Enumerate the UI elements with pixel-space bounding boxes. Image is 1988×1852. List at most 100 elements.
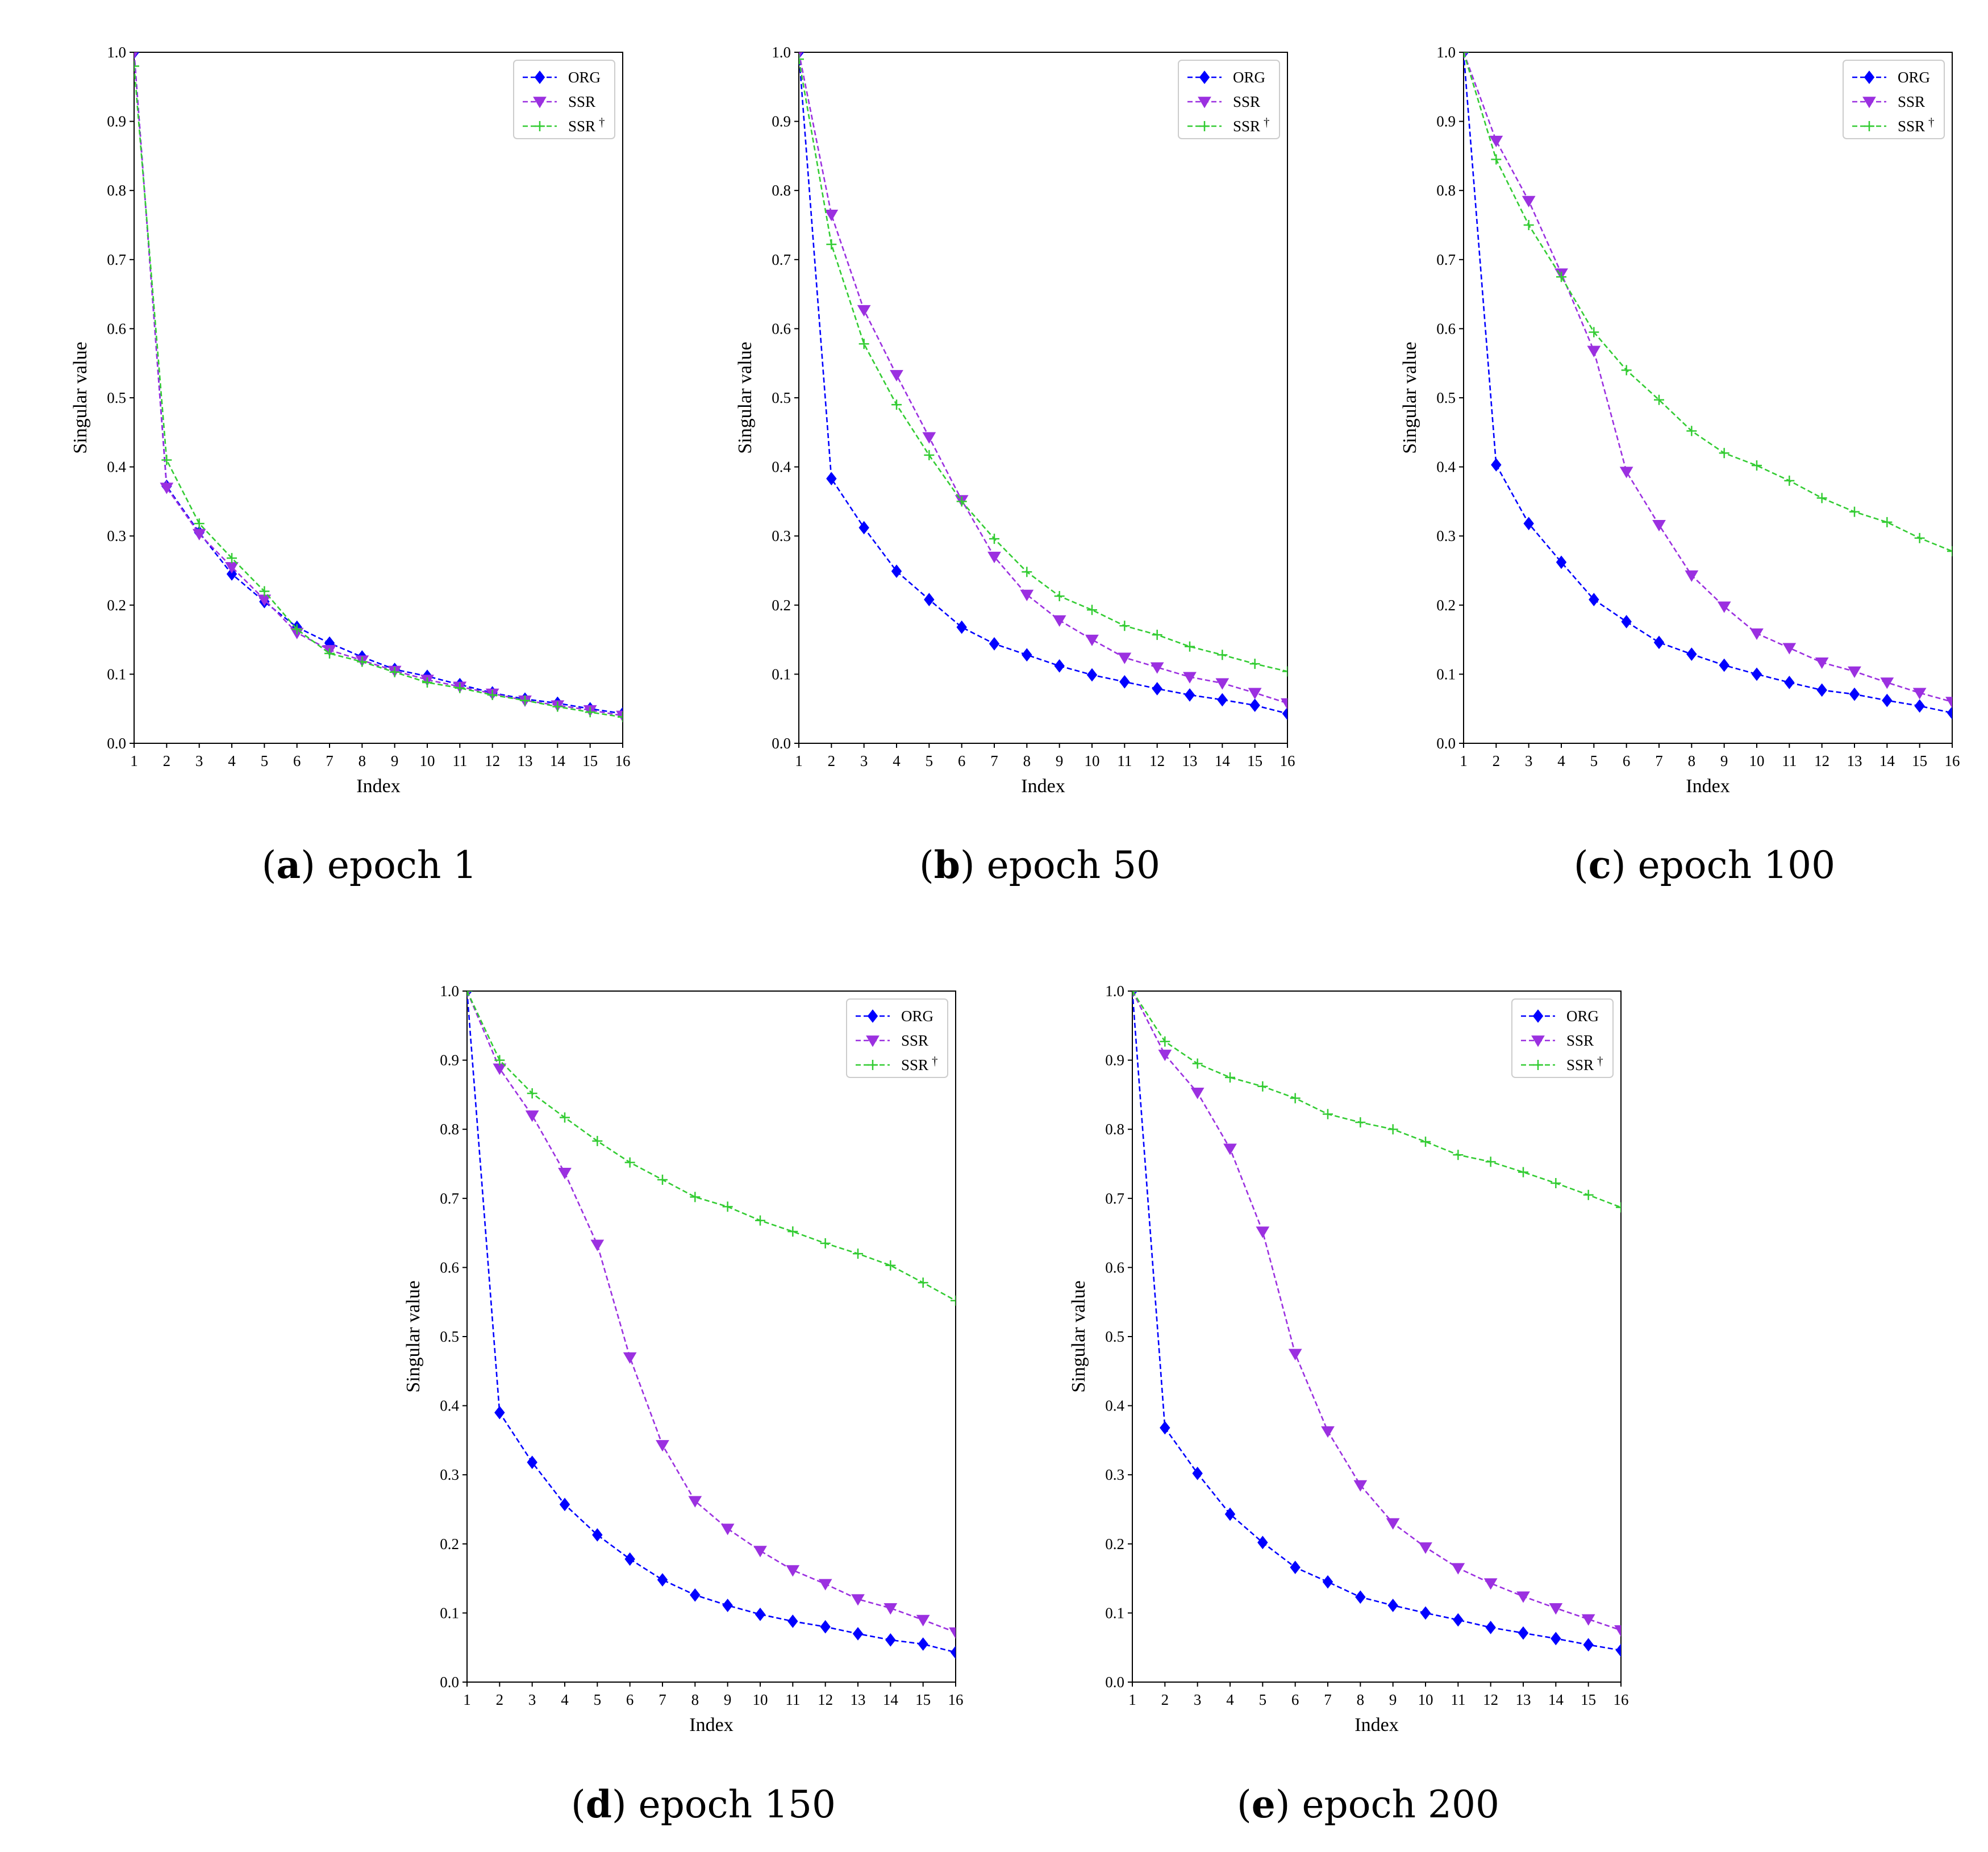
legend-label-text: ORG [1898, 69, 1930, 86]
y-tick-label: 0.0 [1105, 1674, 1124, 1691]
x-tick-label: 15 [915, 1691, 931, 1708]
y-tick-label: 0.3 [107, 527, 126, 544]
caption-letter: c [1589, 843, 1611, 887]
data-point-ssr_dagger [1249, 659, 1260, 669]
y-tick-label: 0.1 [1436, 665, 1456, 682]
data-point-ssr [1782, 643, 1797, 655]
data-point-ssr [890, 370, 903, 382]
y-tick-label: 0.2 [1105, 1535, 1124, 1553]
legend-marker-ssr_dagger [1864, 121, 1874, 131]
y-tick-label: 0.1 [107, 665, 126, 682]
caption-text: epoch 200 [1290, 1783, 1499, 1826]
x-tick-label: 15 [1247, 752, 1262, 769]
data-point-org [1290, 1560, 1301, 1574]
data-point-org [1184, 688, 1195, 702]
data-point-ssr [1880, 677, 1894, 689]
data-point-ssr_dagger [1217, 650, 1228, 660]
y-axis-label: Singular value [735, 342, 756, 453]
x-tick-label: 1 [795, 752, 803, 769]
y-tick-label: 0.1 [1105, 1604, 1124, 1621]
data-point-ssr_dagger [924, 450, 935, 460]
data-point-ssr [1619, 467, 1633, 478]
x-tick-label: 6 [958, 752, 966, 769]
x-tick-label: 14 [883, 1691, 899, 1708]
plot-frame [1132, 990, 1622, 1683]
legend-marker-ssr [1198, 97, 1211, 109]
data-point-org [918, 1637, 928, 1651]
data-point-ssr_dagger [1152, 630, 1162, 640]
caption-paren-close: ) [1276, 1783, 1290, 1826]
x-axis-label: Index [1021, 776, 1065, 797]
data-point-ssr_dagger [1282, 666, 1287, 677]
data-point-ssr_dagger [357, 656, 368, 667]
data-point-ssr [1118, 652, 1132, 664]
data-point-ssr_dagger [1290, 1093, 1301, 1104]
panel-caption: (b) epoch 50 [919, 843, 1160, 887]
legend-label-ssr: SSR [1898, 93, 1925, 110]
y-tick-label: 0.0 [107, 735, 126, 752]
panel-caption: (a) epoch 1 [262, 843, 477, 887]
x-tick-label: 8 [1688, 752, 1696, 769]
x-tick-label: 10 [1749, 752, 1765, 769]
y-tick-label: 0.4 [1436, 459, 1456, 476]
y-axis-label: Singular value [70, 342, 91, 453]
data-point-org [1947, 706, 1952, 720]
data-point-ssr_dagger [1087, 605, 1097, 615]
y-tick-label: 0.2 [440, 1535, 459, 1553]
data-point-ssr [1281, 698, 1287, 710]
data-point-org [1224, 1507, 1236, 1521]
data-point-ssr_dagger [1257, 1081, 1268, 1092]
legend-label-ssr_dagger: SSR † [1233, 115, 1270, 135]
y-axis-label: Singular value [1399, 342, 1420, 453]
caption-paren-open: ( [1237, 1783, 1252, 1826]
x-tick-label: 11 [452, 752, 467, 769]
legend-label-ssr_dagger: SSR † [1898, 115, 1935, 135]
x-tick-label: 13 [1847, 752, 1862, 769]
data-point-ssr_dagger [657, 1174, 668, 1185]
x-tick-label: 11 [1451, 1691, 1465, 1708]
data-point-org [1583, 1638, 1594, 1652]
data-point-ssr [922, 432, 936, 444]
y-tick-label: 0.7 [440, 1190, 459, 1207]
y-tick-label: 0.9 [1436, 113, 1456, 130]
data-point-ssr_dagger [291, 624, 302, 635]
data-point-ssr [1685, 570, 1699, 582]
legend-marker-org [1532, 1009, 1544, 1023]
data-point-ssr_dagger [989, 534, 999, 544]
x-tick-label: 5 [926, 752, 933, 769]
data-point-org [787, 1614, 798, 1628]
data-point-ssr [623, 1352, 637, 1364]
y-tick-label: 0.5 [107, 389, 126, 406]
data-point-ssr [1158, 1050, 1172, 1062]
data-point-org [1119, 675, 1130, 689]
y-tick-label: 1.0 [1436, 44, 1456, 61]
data-point-ssr_dagger [858, 339, 869, 349]
legend-label-ssr: SSR [1233, 93, 1260, 110]
x-tick-label: 15 [1581, 1691, 1596, 1708]
x-tick-label: 8 [691, 1691, 699, 1708]
legend-label-text: SSR [901, 1056, 928, 1073]
y-tick-label: 0.4 [107, 459, 126, 476]
x-tick-label: 14 [1879, 752, 1895, 769]
x-tick-label: 9 [1056, 752, 1064, 769]
data-point-org [885, 1633, 896, 1647]
data-point-org [852, 1627, 864, 1641]
data-point-org [1217, 693, 1228, 707]
x-tick-label: 2 [496, 1691, 504, 1708]
x-axis-label: Index [1686, 776, 1729, 797]
x-axis-label: Index [356, 776, 400, 797]
data-point-ssr [1549, 1603, 1563, 1615]
data-point-ssr_dagger [455, 682, 465, 693]
y-tick-label: 0.2 [107, 597, 126, 614]
y-tick-label: 0.4 [440, 1397, 459, 1414]
legend: ORG SSR SSR † [1178, 60, 1280, 139]
chart-panel-c: 0.00.10.20.30.40.50.60.70.80.91.01 2 3 4 5 6 7… [1399, 44, 1960, 887]
x-tick-label: 16 [1945, 752, 1960, 769]
x-tick-label: 13 [851, 1691, 866, 1708]
data-point-ssr_dagger [1583, 1189, 1594, 1200]
data-point-ssr_dagger [951, 1295, 956, 1306]
caption-letter: e [1252, 1782, 1276, 1826]
data-point-org [1249, 698, 1260, 712]
series-line-org [467, 991, 956, 1653]
legend-label-text: SSR [568, 93, 595, 110]
